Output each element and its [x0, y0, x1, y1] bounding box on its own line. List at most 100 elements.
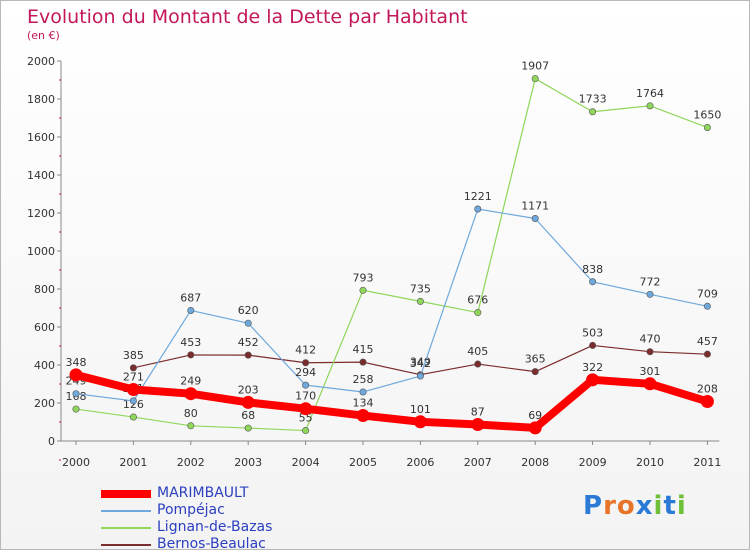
- legend-label: Bernos-Beaulac: [157, 536, 266, 552]
- data-point: [244, 319, 252, 327]
- logo-letter: i: [676, 491, 687, 521]
- data-point: [187, 351, 195, 359]
- data-label: 503: [582, 326, 603, 339]
- data-label: 1733: [579, 93, 607, 106]
- x-tick-label: 2003: [234, 456, 262, 469]
- data-label: 203: [238, 383, 259, 396]
- data-point: [700, 394, 714, 408]
- data-point: [646, 348, 654, 356]
- data-point: [302, 359, 310, 367]
- data-label: 134: [353, 397, 374, 410]
- data-label: 838: [582, 263, 603, 276]
- data-label: 415: [353, 343, 374, 356]
- data-label: 772: [640, 275, 661, 288]
- data-point: [528, 421, 542, 435]
- x-tick-label: 2002: [177, 456, 205, 469]
- y-tick-label: 200: [34, 397, 55, 410]
- data-label: 101: [410, 403, 431, 416]
- logo-letter: x: [635, 491, 654, 521]
- data-point: [703, 302, 711, 310]
- data-label: 452: [238, 336, 259, 349]
- legend-swatch: [101, 543, 151, 546]
- data-point: [129, 397, 137, 405]
- legend-swatch: [101, 526, 151, 529]
- data-point: [643, 377, 657, 391]
- data-point: [703, 350, 711, 358]
- data-point: [646, 102, 654, 110]
- logo-letter: i: [653, 491, 664, 521]
- y-tick-label: 600: [34, 321, 55, 334]
- data-point: [126, 383, 140, 397]
- data-point: [531, 215, 539, 223]
- data-point: [589, 341, 597, 349]
- data-label: 365: [525, 353, 546, 366]
- data-point: [184, 387, 198, 401]
- data-label: 322: [582, 361, 603, 374]
- data-point: [586, 373, 600, 387]
- data-point: [299, 402, 313, 416]
- chart-title: Evolution du Montant de la Dette par Hab…: [27, 6, 468, 28]
- data-point: [416, 372, 424, 380]
- y-tick-label: 1000: [27, 245, 55, 258]
- data-point: [244, 351, 252, 359]
- data-label: 453: [180, 336, 201, 349]
- data-label: 170: [295, 390, 316, 403]
- chart-subtitle: (en €): [27, 29, 60, 42]
- data-label: 342: [410, 357, 431, 370]
- data-point: [359, 286, 367, 294]
- data-point: [531, 75, 539, 83]
- data-point: [474, 360, 482, 368]
- data-point: [187, 422, 195, 430]
- logo-letter: o: [616, 491, 636, 521]
- data-point: [471, 417, 485, 431]
- legend-label: Lignan-de-Bazas: [157, 519, 273, 535]
- data-point: [302, 427, 310, 435]
- series-line-0: [72, 370, 712, 432]
- legend-label: MARIMBAULT: [157, 485, 249, 501]
- data-point: [129, 413, 137, 421]
- data-label: 1221: [464, 190, 492, 203]
- legend-item: Bernos-Beaulac: [101, 536, 272, 553]
- data-label: 405: [467, 345, 488, 358]
- data-label: 80: [184, 407, 198, 420]
- data-label: 470: [640, 333, 661, 346]
- x-tick-label: 2000: [62, 456, 90, 469]
- data-label: 348: [66, 356, 87, 369]
- data-point: [69, 368, 83, 382]
- y-tick-label: 1600: [27, 131, 55, 144]
- data-label: 457: [697, 335, 718, 348]
- data-label: 1764: [636, 87, 664, 100]
- data-point: [187, 306, 195, 314]
- data-point: [474, 309, 482, 317]
- y-tick-label: 1400: [27, 169, 55, 182]
- data-point: [413, 415, 427, 429]
- legend-label: Pompéjac: [157, 502, 225, 518]
- data-point: [129, 364, 137, 372]
- data-label: 793: [353, 271, 374, 284]
- logo-letter: P: [583, 491, 604, 521]
- logo-letter: r: [603, 491, 617, 521]
- data-point: [646, 290, 654, 298]
- data-label: 69: [528, 409, 542, 422]
- data-label: 258: [353, 373, 374, 386]
- legend-item: MARIMBAULT: [101, 485, 272, 502]
- legend-item: Lignan-de-Bazas: [101, 519, 272, 536]
- data-label: 249: [180, 375, 201, 388]
- legend: MARIMBAULT Pompéjac Lignan-de-Bazas Bernos-…: [101, 485, 272, 553]
- data-point: [589, 108, 597, 116]
- data-point: [359, 358, 367, 366]
- y-tick-label: 400: [34, 359, 55, 372]
- x-tick-label: 2009: [579, 456, 607, 469]
- data-label: 126: [123, 398, 144, 411]
- legend-swatch: [101, 509, 151, 512]
- logo-letter: t: [663, 491, 677, 521]
- series-line-1: [75, 208, 708, 402]
- data-point: [416, 297, 424, 305]
- data-label: 68: [241, 409, 255, 422]
- y-tick-label: 800: [34, 283, 55, 296]
- y-tick-label: 0: [48, 435, 55, 448]
- data-point: [244, 424, 252, 432]
- data-label: 709: [697, 287, 718, 300]
- proxiti-logo: Proxiti: [583, 491, 687, 521]
